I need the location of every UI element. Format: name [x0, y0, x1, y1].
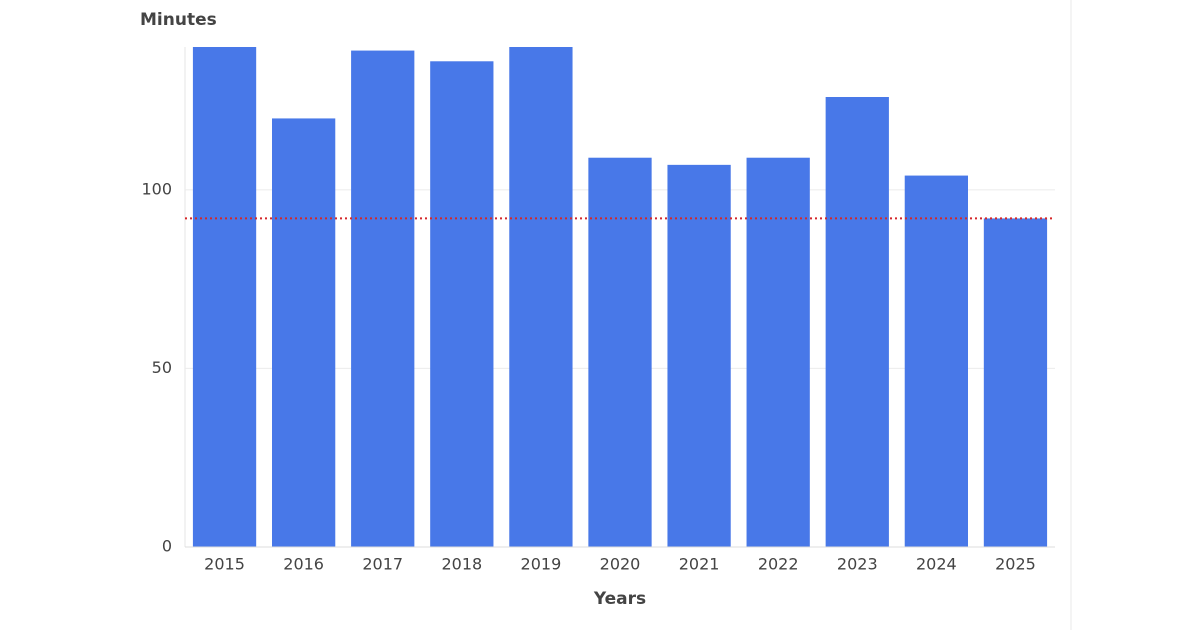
- x-tick-label: 2025: [995, 555, 1036, 574]
- bar: [509, 47, 573, 547]
- x-tick-label: 2022: [758, 555, 799, 574]
- y-axis-title: Minutes: [140, 10, 217, 30]
- x-tick-label: 2019: [521, 555, 562, 574]
- bar: [272, 118, 336, 547]
- x-tick-label: 2018: [441, 555, 482, 574]
- x-tick-label: 2020: [600, 555, 641, 574]
- bar: [825, 97, 889, 547]
- bar: [904, 175, 968, 548]
- x-tick-label: 2015: [204, 555, 245, 574]
- x-tick-label: 2021: [679, 555, 720, 574]
- bar: [192, 47, 257, 547]
- bar: [746, 157, 810, 547]
- bar: [351, 50, 415, 547]
- x-tick-label: 2023: [837, 555, 878, 574]
- x-tick-label: 2024: [916, 555, 957, 574]
- y-tick-label: 50: [152, 358, 172, 377]
- y-tick-label: 100: [141, 179, 172, 198]
- bar: [667, 164, 731, 547]
- y-tick-label: 0: [162, 537, 172, 556]
- bar: [983, 218, 1048, 547]
- bar: [430, 61, 494, 548]
- bar: [588, 157, 652, 547]
- x-axis-title: Years: [593, 589, 646, 609]
- x-tick-label: 2016: [283, 555, 324, 574]
- x-tick-label: 2017: [362, 555, 403, 574]
